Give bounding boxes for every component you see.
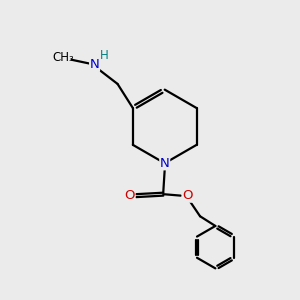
Text: N: N xyxy=(90,58,99,71)
Text: CH₃: CH₃ xyxy=(52,52,74,64)
Text: H: H xyxy=(100,49,108,62)
Text: O: O xyxy=(182,189,193,202)
Text: O: O xyxy=(124,189,135,202)
Text: N: N xyxy=(160,157,169,170)
